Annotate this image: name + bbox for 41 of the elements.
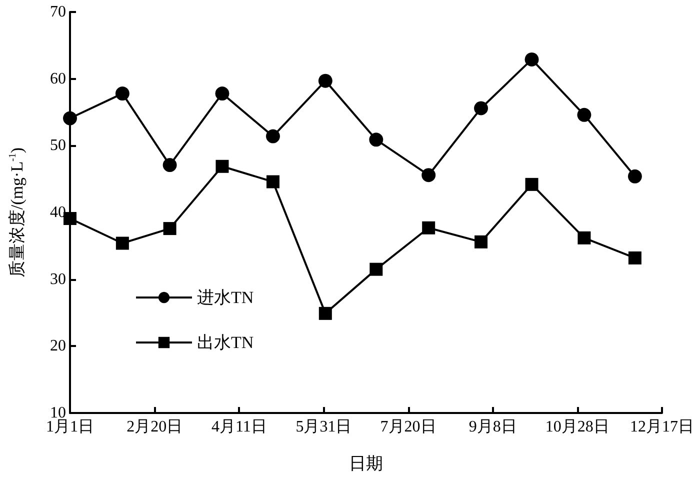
- x-tick-label: 9月8日: [468, 418, 517, 436]
- point: [525, 178, 538, 191]
- point: [628, 169, 642, 184]
- y-tick-label: 50: [50, 137, 66, 154]
- point: [266, 129, 280, 144]
- point: [422, 168, 436, 182]
- point: [162, 158, 177, 172]
- x-tick-label: 5月31日: [296, 418, 352, 436]
- point: [422, 221, 436, 234]
- point: [266, 175, 280, 188]
- legend-label: 出水TN: [197, 333, 254, 352]
- point: [64, 212, 76, 226]
- x-tick-label: 7月20日: [380, 418, 436, 436]
- y-tick-label: 70: [50, 4, 66, 20]
- x-tick-label: 4月11日: [211, 418, 267, 436]
- point: [216, 160, 229, 173]
- point: [474, 235, 488, 248]
- x-axis-title: 日期: [349, 454, 383, 473]
- point: [577, 108, 592, 122]
- x-tick-label: 2月20日: [126, 418, 183, 436]
- point: [318, 74, 332, 88]
- x-tick-label: 12月17日: [630, 418, 694, 436]
- point: [163, 222, 176, 236]
- point: [628, 251, 642, 264]
- point: [474, 101, 488, 116]
- point: [115, 86, 130, 101]
- x-tick-label: 1月1日: [46, 418, 94, 436]
- y-tick-label: 60: [50, 70, 66, 88]
- point: [63, 111, 77, 126]
- point: [524, 52, 539, 66]
- point: [369, 132, 384, 147]
- point: [215, 86, 230, 101]
- y-tick-label: 30: [50, 270, 66, 288]
- point: [370, 262, 383, 276]
- y-tick-label: 20: [50, 338, 66, 355]
- point: [578, 231, 591, 244]
- y-axis-title: 质量浓度/(mg·L-1): [8, 147, 26, 278]
- legend-label: 进水TN: [197, 288, 254, 307]
- x-tick-label: 10月28日: [545, 418, 610, 436]
- point: [116, 236, 129, 250]
- point: [318, 306, 332, 320]
